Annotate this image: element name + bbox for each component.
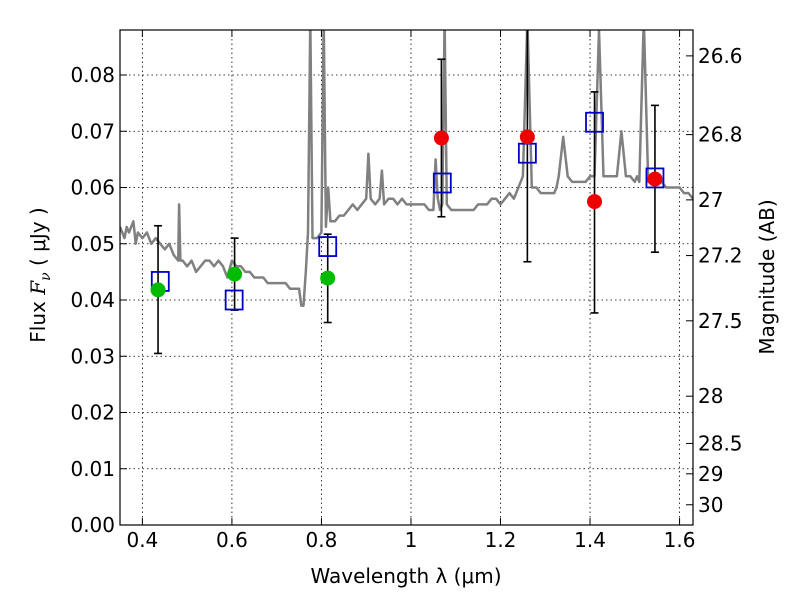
x-axis: 0.4 0.6 0.8 1 1.2 1.4 1.6 (126, 30, 695, 552)
y-axis-label-subscript: ν (38, 272, 54, 281)
model-flux-marker (318, 236, 338, 257)
y-tick-label: 0.08 (70, 63, 115, 87)
y-tick-label: 0.01 (70, 457, 115, 481)
y-axis-label-prefix: Flux (26, 295, 50, 343)
marker-layer (150, 111, 665, 311)
model-flux-marker (585, 111, 604, 133)
y-axis-label: Flux Fν ( μJy ) (26, 207, 54, 342)
right-tick-label: 29 (698, 462, 723, 486)
model-spectrum-layer (120, 30, 693, 307)
y-axis-right-label: Magnitude (AB) (755, 199, 779, 354)
observed-flux-marker (647, 171, 663, 187)
y-tick-label: 0.07 (70, 119, 115, 143)
right-tick-label: 26.8 (698, 123, 743, 147)
y-axis-right: 26.6 26.8 27 27.2 27.5 28 28.5 29 30 (686, 44, 743, 517)
x-tick-label: 1.4 (574, 528, 606, 552)
right-tick-label: 27 (698, 188, 723, 212)
model-flux-marker (432, 172, 452, 194)
observed-flux-marker (519, 129, 535, 145)
y-tick-label: 0.06 (70, 176, 115, 200)
y-tick-label: 0.02 (70, 401, 115, 425)
observed-flux-marker (227, 266, 243, 282)
x-tick-label: 0.6 (216, 528, 248, 552)
y-axis-label-symbol: F (26, 280, 50, 296)
observed-flux-marker (320, 270, 336, 286)
x-tick-label: 1 (405, 528, 418, 552)
y-axis-label-unit: ( μJy ) (26, 207, 50, 272)
observed-flux-marker (433, 130, 449, 146)
right-tick-label: 28.5 (698, 431, 743, 455)
y-tick-label: 0.05 (70, 232, 115, 256)
right-tick-label: 28 (698, 384, 723, 408)
model-flux-marker (645, 167, 665, 189)
right-tick-label: 26.6 (698, 44, 743, 68)
right-tick-label: 30 (698, 493, 723, 517)
x-tick-label: 1.6 (664, 528, 696, 552)
observed-flux-marker (150, 282, 166, 298)
x-tick-label: 1.2 (485, 528, 517, 552)
right-tick-label: 27.2 (698, 244, 743, 268)
model-flux-marker (224, 289, 244, 311)
model-spectrum-line (120, 30, 693, 307)
observed-flux-marker (587, 194, 603, 210)
y-tick-label: 0.03 (70, 344, 115, 368)
y-axis-left: 0.00 0.01 0.02 0.03 0.04 0.05 0.06 0.07 0.08 (70, 63, 127, 537)
right-tick-label: 27.5 (698, 309, 743, 333)
y-tick-label: 0.00 (70, 513, 115, 537)
y-tick-label: 0.04 (70, 288, 115, 312)
x-tick-label: 0.4 (126, 528, 158, 552)
x-axis-label: Wavelength λ (μm) (310, 564, 501, 588)
x-tick-label: 0.8 (306, 528, 338, 552)
plot-frame (119, 29, 694, 526)
